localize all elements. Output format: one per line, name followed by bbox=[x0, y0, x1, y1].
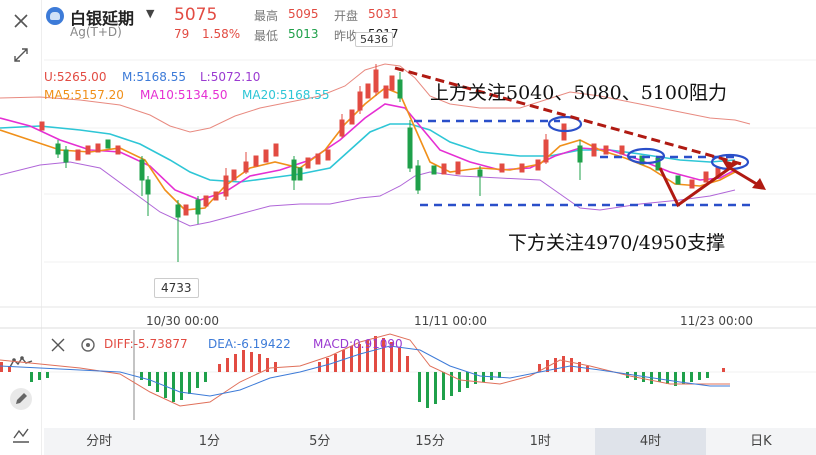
prev-close-label: 昨收 bbox=[334, 29, 359, 43]
tab-5min[interactable]: 5分 bbox=[309, 434, 331, 449]
open-value: 5031 bbox=[368, 7, 399, 21]
chevron-down-icon[interactable]: ▼ bbox=[146, 7, 155, 20]
last-price: 5075 bbox=[174, 5, 218, 25]
ma10-value: MA10:5134.50 bbox=[140, 88, 228, 102]
dea-line bbox=[0, 345, 730, 397]
tab-intraday[interactable]: 分时 bbox=[86, 434, 113, 449]
low-value: 5013 bbox=[288, 27, 319, 41]
expand-icon[interactable] bbox=[6, 40, 36, 70]
chart-type-icon[interactable] bbox=[6, 420, 36, 450]
l-value: L:5072.10 bbox=[200, 70, 261, 84]
price-change-pct: 1.58% bbox=[202, 27, 241, 41]
settings-icon[interactable] bbox=[81, 338, 95, 352]
highlight-ellipse bbox=[626, 147, 666, 165]
open-label: 开盘 bbox=[334, 9, 359, 23]
date-label: 10/30 00:00 bbox=[146, 314, 219, 328]
projection-path bbox=[658, 166, 731, 208]
tab-daily[interactable]: 日K bbox=[750, 434, 772, 449]
u-value: U:5265.00 bbox=[44, 70, 107, 84]
left-toolbar bbox=[0, 0, 42, 455]
tab-4hour[interactable]: 4时 bbox=[595, 428, 706, 455]
low-price-tag: 4733 bbox=[154, 278, 199, 298]
high-label: 最高 bbox=[254, 9, 279, 23]
dea-value: DEA:-6.19422 bbox=[208, 337, 291, 351]
diff-line bbox=[0, 333, 730, 407]
ma5-value: MA5:5157.20 bbox=[44, 88, 124, 102]
macd-value: MACD:0.91090 bbox=[313, 337, 403, 351]
ma20-value: MA20:5168.55 bbox=[242, 88, 330, 102]
resistance-annotation: 上方关注5040、5080、5100阻力 bbox=[430, 82, 728, 104]
brand-logo bbox=[46, 7, 64, 25]
downtrend-line bbox=[394, 66, 746, 167]
tab-15min[interactable]: 15分 bbox=[415, 434, 445, 449]
tab-1min[interactable]: 1分 bbox=[198, 434, 221, 449]
period-tabs: 分时 1分 5分 15分 1时 4时 日K bbox=[44, 428, 816, 455]
arrow-head bbox=[752, 178, 766, 190]
price-change: 79 bbox=[174, 27, 190, 41]
m-value: M:5168.55 bbox=[122, 70, 187, 84]
low-label: 最低 bbox=[254, 29, 279, 43]
date-label: 11/23 00:00 bbox=[680, 314, 753, 328]
date-label: 11/11 00:00 bbox=[414, 314, 487, 328]
pencil-icon[interactable] bbox=[6, 384, 36, 414]
symbol-name[interactable]: 白银延期 bbox=[70, 9, 135, 28]
candles bbox=[39, 64, 721, 262]
close-icon[interactable] bbox=[6, 6, 36, 36]
close-icon[interactable] bbox=[51, 338, 65, 352]
support-annotation: 下方关注4970/4950支撑 bbox=[508, 232, 726, 254]
macd-histogram bbox=[0, 336, 725, 408]
diff-value: DIFF:-5.73877 bbox=[104, 337, 188, 351]
l-line bbox=[0, 161, 736, 227]
ma5-line bbox=[0, 87, 736, 211]
high-price-tag: 5436 bbox=[355, 32, 393, 47]
high-value: 5095 bbox=[288, 7, 319, 21]
tab-1hour[interactable]: 1时 bbox=[529, 434, 551, 449]
u-line bbox=[0, 63, 751, 133]
highlight-ellipse bbox=[547, 115, 583, 133]
symbol-code: Ag(T+D) bbox=[70, 25, 122, 39]
